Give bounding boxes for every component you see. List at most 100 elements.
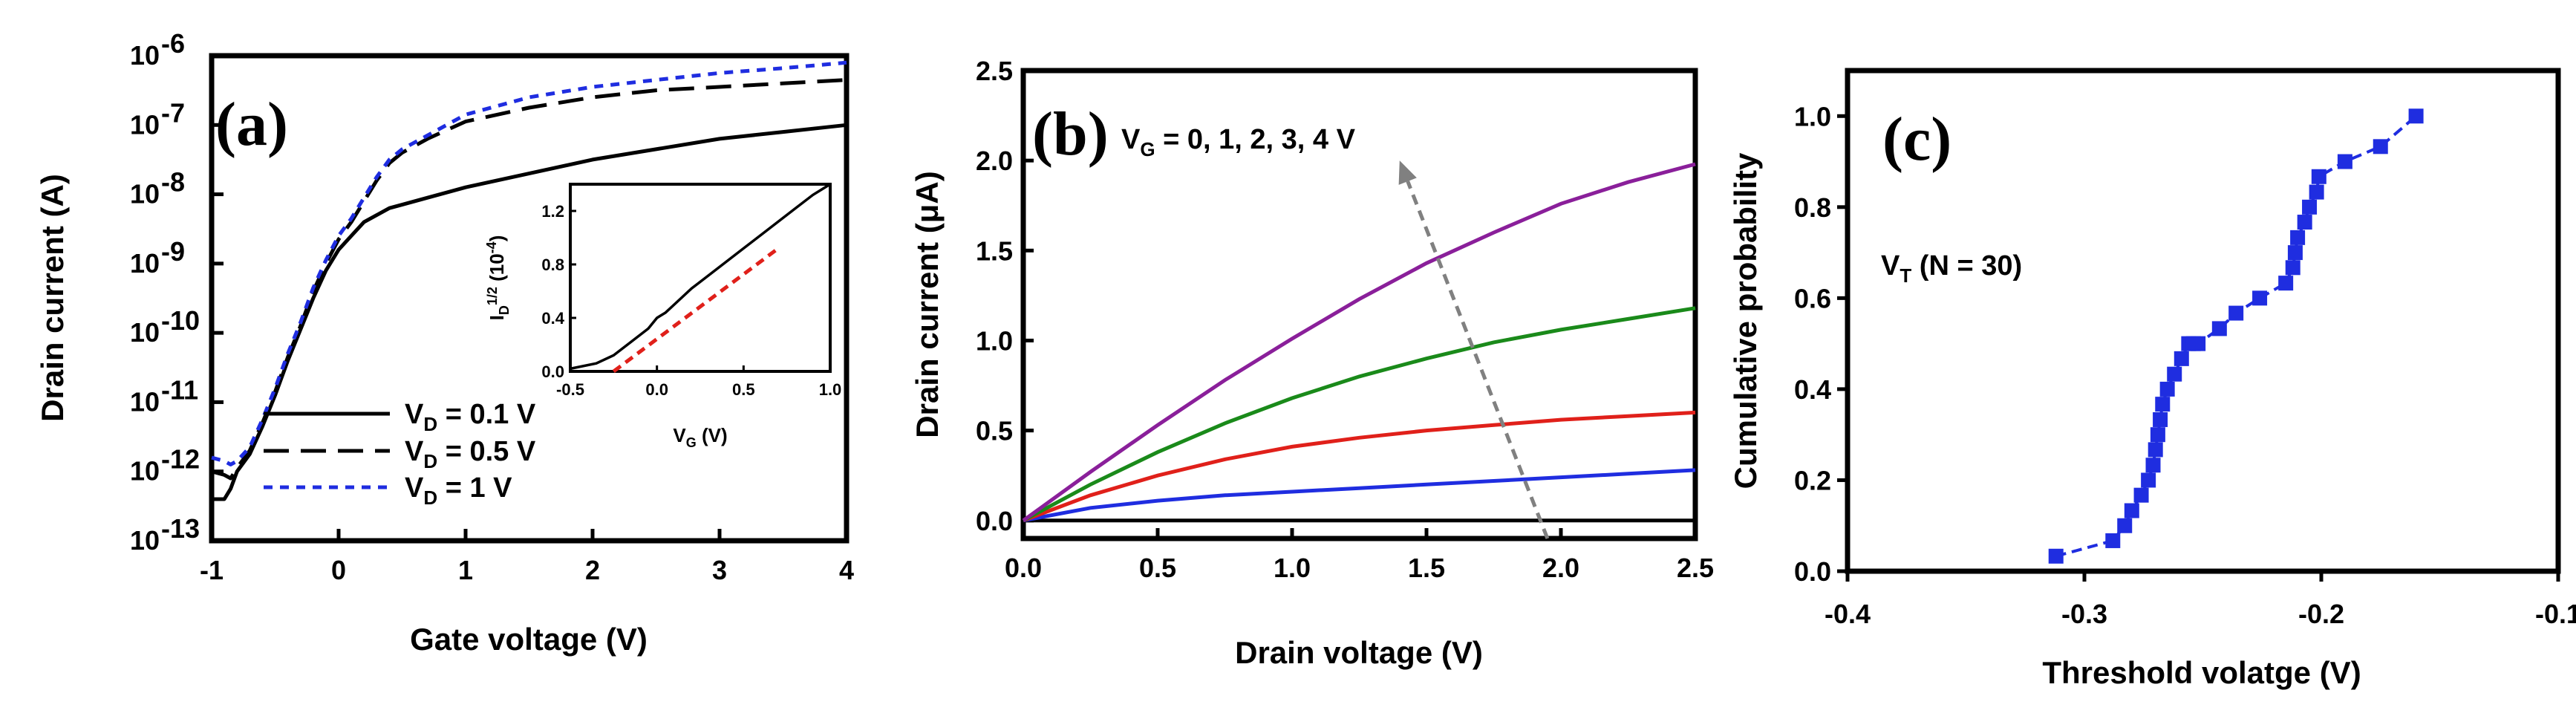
panel-a-ytick-label: 10 [130, 109, 160, 140]
panel-c-point [2159, 381, 2175, 397]
panel-c-xtick-label: -0.1 [2535, 599, 2576, 629]
panel-c-point [2148, 442, 2163, 458]
panel-b-ytick-label: 0.5 [976, 416, 1013, 446]
panel-a-ytick-exp: -8 [161, 167, 185, 198]
panel-a-ytick-label: 10 [130, 456, 160, 487]
panel-c-point [2287, 245, 2303, 261]
panel-c-point [2309, 184, 2324, 200]
legend-label-0: VD = 0.1 V [405, 399, 536, 435]
inset-fit-line [612, 247, 780, 374]
panel-b-arrow-shaft [1406, 180, 1550, 539]
panel-a-ytick-exp: -11 [161, 374, 198, 405]
inset-ytick-label: 1.2 [541, 202, 564, 221]
panel-b: (b) VG = 0, 1, 2, 3, 4 V 0.0 0.5 1.0 1.5 2.0… [910, 56, 1714, 670]
panel-b-ylabel: Drain current (μA) [910, 171, 945, 437]
panel-a-ytick-label: 10 [130, 317, 160, 348]
panel-c-xtick-label: -0.2 [2298, 599, 2344, 629]
panel-a-xtick-label: 0 [331, 555, 346, 585]
panel-c-point [2191, 336, 2206, 351]
panel-a-xtick-label: -1 [200, 555, 224, 585]
inset-xlabel: VG (V) [673, 424, 727, 450]
legend-label-1: VD = 0.5 V [405, 436, 536, 472]
panel-a-ytick-exp: -9 [161, 236, 185, 267]
panel-c-point [2297, 215, 2312, 230]
panel-b-ytick-label: 0.0 [976, 506, 1013, 536]
panel-a-ytick-label: 10 [130, 248, 160, 279]
panel-b-ytick-label: 1.5 [976, 235, 1013, 266]
panel-b-xtick-label: 1.5 [1408, 553, 1445, 583]
panel-b-label: (b) [1032, 100, 1109, 169]
panel-c-point [2167, 366, 2182, 382]
panel-c-point [2337, 154, 2352, 169]
panel-c-ylabel: Cumulative probability [1728, 152, 1763, 489]
panel-b-xtick-label: 2.5 [1677, 553, 1714, 583]
panel-c-point [2145, 458, 2161, 473]
panel-a-ytick-exp: -6 [161, 28, 185, 59]
panel-b-frame [1020, 68, 1698, 541]
panel-a-xtick-label: 2 [585, 555, 600, 585]
panel-a-ytick-label: 10 [130, 179, 160, 209]
panel-b-annotation: VG = 0, 1, 2, 3, 4 V [1121, 124, 1356, 160]
panel-b-ytick-label: 1.0 [976, 325, 1013, 356]
inset-xtick-label: 0.5 [732, 380, 755, 399]
panel-b-xtick-label: 1.0 [1274, 553, 1311, 583]
panel-b-series-3 [1022, 162, 1696, 522]
inset-xtick-label: -0.5 [556, 380, 584, 399]
panel-a: (a) -1 0 1 2 3 4 10-1310-1210-1110-1010-910-8… [35, 28, 854, 657]
panel-a-inset: -0.5 0.0 0.5 1.00.00.40.81.2 VG (V) ID1/2 (… [484, 183, 842, 450]
panel-c-xtick-label: -0.4 [1825, 599, 1871, 629]
inset-ylabel: ID1/2 (10-4) [484, 235, 512, 321]
panel-c-point [2155, 397, 2171, 412]
panel-c-point [2150, 427, 2165, 443]
panel-c-point [2408, 108, 2424, 124]
panel-a-frame [209, 53, 850, 544]
panel-b-series-0 [1023, 468, 1696, 523]
panel-a-ylabel: Drain current (A) [35, 174, 70, 422]
panel-a-xlabel: Gate voltage (V) [410, 622, 648, 657]
panel-a-ytick-exp: -13 [161, 513, 200, 544]
panel-c-ytick-label: 0.0 [1794, 556, 1831, 587]
panel-c-point [2285, 260, 2301, 276]
panel-a-ytick-label: 10 [130, 525, 160, 556]
panel-b-series-1 [1023, 410, 1696, 523]
panel-c-point [2174, 351, 2189, 366]
panel-a-xtick-label: 4 [839, 555, 854, 585]
panel-b-xtick-label: 0.0 [1005, 553, 1042, 583]
panel-c-ytick-label: 0.6 [1794, 283, 1831, 313]
inset-ytick-label: 0.4 [541, 309, 564, 328]
inset-curve [570, 183, 831, 371]
panel-c-point [2048, 548, 2064, 564]
inset-xtick-label: 1.0 [819, 380, 842, 399]
panel-c-point [2124, 503, 2139, 518]
panel-b-ytick-label: 2.0 [976, 146, 1013, 176]
panel-a-ytick-label: 10 [130, 40, 160, 71]
panel-c-ytick-label: 0.4 [1794, 374, 1831, 405]
panel-c-point [2133, 487, 2149, 503]
panel-c-point [2117, 518, 2133, 533]
panel-c-xlabel: Threshold volatge (V) [2042, 655, 2361, 690]
panel-c-ytick-label: 0.8 [1794, 192, 1831, 223]
panel-a-legend: VD = 0.1 V VD = 0.5 V VD = 1 V [264, 399, 536, 509]
panel-a-label: (a) [215, 90, 288, 159]
panel-c-point [2278, 276, 2294, 291]
panel-b-xtick-label: 2.0 [1542, 553, 1579, 583]
panel-a-ytick-exp: -7 [161, 97, 185, 128]
panel-c-connector [2055, 114, 2417, 558]
panel-c-point [2153, 411, 2168, 427]
panel-a-ytick-label: 10 [130, 386, 160, 417]
inset-ytick-label: 0.0 [541, 362, 564, 381]
panel-c-frame [1845, 68, 2561, 574]
panel-c-xtick-label: -0.3 [2061, 599, 2107, 629]
panel-c-point [2302, 199, 2318, 215]
panel-c-point [2211, 321, 2227, 336]
panel-c-point [2228, 305, 2244, 321]
panel-c-point [2252, 290, 2268, 306]
panel-c-point [2105, 533, 2121, 548]
legend-label-2: VD = 1 V [405, 472, 512, 509]
panel-b-xlabel: Drain voltage (V) [1235, 635, 1483, 670]
panel-c-point [2311, 169, 2326, 184]
panel-a-ytick-exp: -12 [161, 444, 200, 475]
panel-c-annotation: VT (N = 30) [1881, 250, 2022, 287]
panel-b-ytick-label: 2.5 [976, 56, 1013, 86]
